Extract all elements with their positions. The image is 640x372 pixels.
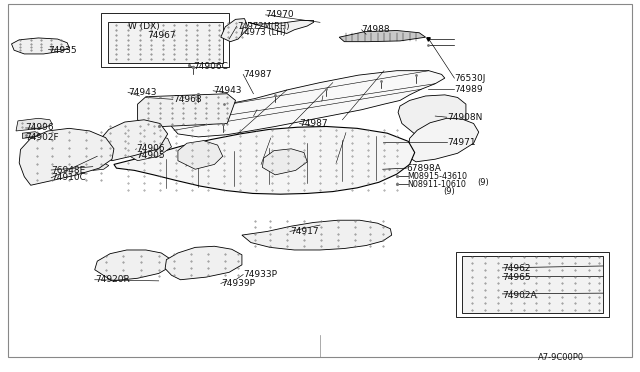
Circle shape bbox=[511, 273, 549, 296]
Text: 74987: 74987 bbox=[300, 119, 328, 128]
Bar bbox=[101, 13, 229, 67]
Polygon shape bbox=[114, 126, 415, 194]
Text: 74968: 74968 bbox=[173, 95, 202, 104]
Polygon shape bbox=[248, 20, 314, 33]
Polygon shape bbox=[138, 94, 236, 127]
Text: 67898A: 67898A bbox=[406, 164, 441, 173]
Text: 74939P: 74939P bbox=[221, 279, 255, 288]
Polygon shape bbox=[462, 256, 603, 313]
Text: 74989: 74989 bbox=[454, 85, 483, 94]
Text: A7-9C00P0: A7-9C00P0 bbox=[538, 353, 584, 362]
Polygon shape bbox=[178, 141, 223, 169]
Text: 74910C: 74910C bbox=[51, 173, 86, 182]
Text: N08911-10610: N08911-10610 bbox=[408, 180, 467, 189]
Text: (9): (9) bbox=[444, 187, 455, 196]
Text: 74906C: 74906C bbox=[193, 62, 228, 71]
Bar bbox=[456, 252, 609, 317]
Text: 74988: 74988 bbox=[362, 25, 390, 34]
Polygon shape bbox=[398, 95, 466, 134]
Polygon shape bbox=[12, 38, 69, 54]
Text: M08915-43610: M08915-43610 bbox=[408, 172, 468, 181]
Polygon shape bbox=[95, 250, 170, 281]
Polygon shape bbox=[93, 163, 109, 170]
Text: 74973 (LH): 74973 (LH) bbox=[239, 28, 285, 37]
Text: 76948E: 76948E bbox=[51, 166, 86, 174]
Polygon shape bbox=[172, 71, 445, 137]
Text: 76530J: 76530J bbox=[454, 74, 486, 83]
Text: 74902F: 74902F bbox=[26, 133, 60, 142]
Text: 74933P: 74933P bbox=[243, 270, 277, 279]
Polygon shape bbox=[97, 120, 168, 161]
Text: 74902A: 74902A bbox=[502, 291, 537, 300]
Text: 74917: 74917 bbox=[290, 227, 319, 236]
Polygon shape bbox=[19, 128, 114, 185]
Polygon shape bbox=[127, 135, 172, 161]
Text: 74943: 74943 bbox=[213, 86, 242, 95]
Polygon shape bbox=[262, 149, 307, 175]
Text: 74962: 74962 bbox=[502, 264, 531, 273]
Text: W (DX): W (DX) bbox=[128, 22, 160, 31]
Text: 74996: 74996 bbox=[26, 124, 54, 132]
Text: 74971: 74971 bbox=[447, 138, 476, 147]
Text: 74920R: 74920R bbox=[95, 275, 129, 284]
Text: 74905: 74905 bbox=[136, 151, 165, 160]
Text: (9): (9) bbox=[477, 178, 488, 187]
Text: 74970: 74970 bbox=[266, 10, 294, 19]
Text: 74967: 74967 bbox=[147, 31, 176, 40]
Polygon shape bbox=[339, 31, 426, 42]
Text: 74943: 74943 bbox=[128, 88, 157, 97]
Text: 74972M(RH): 74972M(RH) bbox=[237, 22, 289, 31]
Polygon shape bbox=[242, 220, 392, 250]
Polygon shape bbox=[165, 246, 242, 280]
Polygon shape bbox=[221, 19, 248, 42]
Text: 74965: 74965 bbox=[502, 273, 531, 282]
Text: 74906: 74906 bbox=[136, 144, 165, 153]
Polygon shape bbox=[22, 132, 40, 138]
Text: 74935: 74935 bbox=[48, 46, 77, 55]
Polygon shape bbox=[16, 118, 52, 131]
Text: 74908N: 74908N bbox=[447, 113, 482, 122]
Polygon shape bbox=[408, 118, 479, 162]
Text: 74987: 74987 bbox=[243, 70, 272, 79]
Polygon shape bbox=[108, 22, 223, 63]
Circle shape bbox=[125, 132, 154, 149]
